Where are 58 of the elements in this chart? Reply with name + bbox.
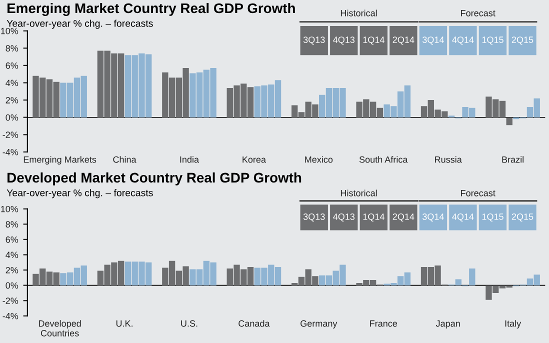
x-tick-label: Russia [435, 156, 462, 163]
text: 3Q13 [303, 36, 325, 45]
text: 3Q14 [422, 36, 444, 45]
text: Historical [340, 10, 377, 16]
y-tick-label: 0% [6, 114, 18, 121]
text: 1Q14 [363, 213, 384, 222]
y-tick-label: 6% [6, 62, 18, 69]
text: 1Q15 [482, 213, 504, 222]
text: 3Q13 [303, 213, 325, 222]
text: 3Q14 [422, 213, 444, 222]
y-tick-label: 0% [6, 282, 18, 289]
chart-title: Developed Market Country Real GDP Growth [8, 172, 302, 186]
chart-title: Emerging Market Country Real GDP Growth [8, 2, 295, 16]
y-tick-label: 8% [6, 45, 18, 52]
x-tick-label: Mexico [305, 156, 333, 163]
x-tick-label: India [180, 156, 200, 163]
chart-subtitle: Year-over-year % chg. – forecasts [6, 189, 153, 198]
x-tick-label: Germany [300, 320, 338, 328]
y-tick-label: 10% [1, 28, 18, 34]
chart-subtitle: Year-over-year % chg. – forecasts [6, 20, 153, 29]
x-tick-label: Japan [436, 320, 460, 328]
text: Forecast [461, 10, 496, 16]
y-tick-label: -2% [2, 132, 18, 138]
y-tick-label: 2% [6, 97, 18, 104]
x-tick-label: Korea [242, 156, 266, 163]
x-tick-label: France [370, 320, 398, 327]
y-tick-label: 4% [6, 252, 18, 258]
text: 4Q14 [452, 36, 474, 45]
text: Forecast [461, 190, 496, 196]
text: 1Q14 [363, 36, 384, 45]
x-tick-label: Emerging Markets [24, 156, 96, 165]
x-tick-label: Developed Countries [38, 320, 81, 336]
x-tick-label: Brazil [502, 156, 524, 163]
x-tick-label: Italy [505, 320, 522, 328]
text: 4Q13 [333, 213, 355, 222]
y-tick-label: 10% [1, 206, 18, 212]
x-tick-label: U.S. [181, 320, 198, 327]
y-tick-label: -4% [2, 148, 18, 156]
text: 4Q14 [452, 213, 474, 222]
text: 1Q15 [482, 36, 504, 45]
x-tick-label: Canada [238, 320, 270, 327]
y-tick-label: -4% [2, 312, 18, 320]
bar [469, 268, 476, 286]
y-tick-label: 4% [6, 80, 18, 86]
text: Historical [340, 190, 377, 196]
text: 2Q14 [392, 36, 414, 45]
y-tick-label: 6% [6, 236, 18, 243]
x-tick-label: China [113, 156, 136, 163]
text: 2Q15 [512, 213, 534, 222]
x-tick-label: South Africa [359, 156, 408, 163]
text: 2Q15 [512, 36, 534, 45]
y-tick-label: 8% [6, 221, 18, 228]
text: 2Q14 [392, 213, 414, 222]
text: 4Q13 [333, 36, 355, 45]
y-tick-label: 2% [6, 267, 18, 274]
y-tick-label: -2% [2, 298, 18, 304]
bar [506, 117, 512, 126]
x-tick-label: U.K. [116, 320, 132, 327]
